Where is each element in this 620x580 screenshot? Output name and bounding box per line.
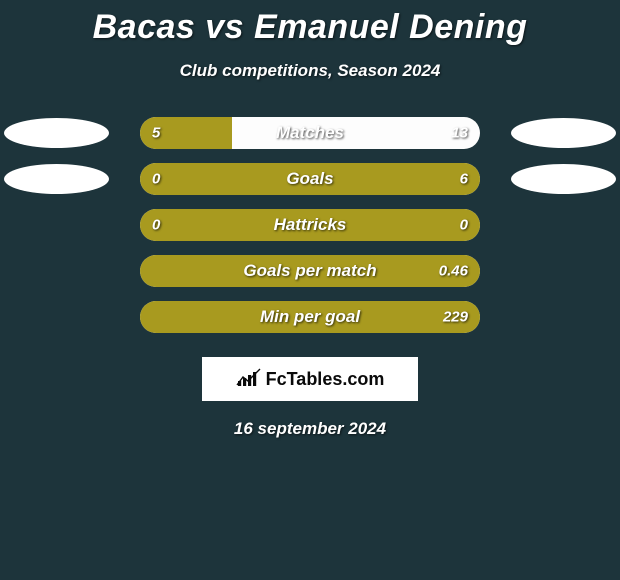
stat-label: Goals: [140, 169, 480, 189]
logo-box: FcTables.com: [202, 357, 418, 401]
stat-bar: Goals per match0.46: [140, 255, 480, 287]
page-title: Bacas vs Emanuel Dening: [0, 0, 620, 47]
stat-row: Hattricks0 0: [0, 209, 620, 241]
stat-bar: Matches5 13: [140, 117, 480, 149]
stat-label: Goals per match: [140, 261, 480, 281]
player-ellipse-left: [4, 164, 109, 194]
stat-row: Matches5 13: [0, 117, 620, 149]
stat-bar: Min per goal229: [140, 301, 480, 333]
stat-value-left: 0: [152, 171, 160, 188]
footer-date: 16 september 2024: [0, 419, 620, 439]
stat-value-left: 5: [152, 125, 160, 142]
player-ellipse-right: [511, 164, 616, 194]
stat-label: Min per goal: [140, 307, 480, 327]
stat-row: Min per goal229: [0, 301, 620, 333]
player-ellipse-right: [511, 118, 616, 148]
stat-label: Matches: [140, 123, 480, 143]
stat-row: Goals per match0.46: [0, 255, 620, 287]
stat-value-right: 229: [443, 309, 468, 326]
stat-label: Hattricks: [140, 215, 480, 235]
stat-value-right: 0.46: [439, 263, 468, 280]
stat-bar: Goals0 6: [140, 163, 480, 195]
content: Bacas vs Emanuel Dening Club competition…: [0, 0, 620, 580]
stat-row: Goals0 6: [0, 163, 620, 195]
stat-value-left: 0: [152, 217, 160, 234]
logo-text: FcTables.com: [266, 369, 385, 390]
stat-value-right: 13: [451, 125, 468, 142]
logo: FcTables.com: [236, 367, 385, 392]
subtitle: Club competitions, Season 2024: [0, 61, 620, 81]
stats-container: Matches513Goals06Hattricks00Goals per ma…: [0, 117, 620, 333]
player-ellipse-left: [4, 118, 109, 148]
stat-bar: Hattricks0 0: [140, 209, 480, 241]
chart-icon: [236, 367, 262, 392]
stat-value-right: 0: [460, 217, 468, 234]
stat-value-right: 6: [460, 171, 468, 188]
